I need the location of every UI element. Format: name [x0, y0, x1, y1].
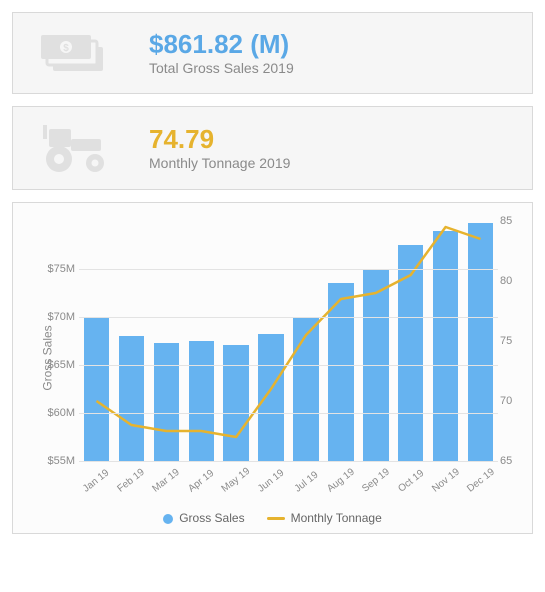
chart-card: Gross Sales Jan 19Feb 19Mar 19Apr 19May …: [12, 202, 533, 534]
grid-line: [79, 269, 498, 270]
tonnage-line: [97, 227, 481, 437]
ytick-right: 80: [500, 275, 522, 287]
ytick-right: 65: [500, 455, 522, 467]
legend-item-bars: Gross Sales: [163, 511, 244, 525]
ytick-left: $70M: [33, 311, 75, 323]
xtick-label: Jul 19: [293, 470, 321, 495]
legend-item-line: Monthly Tonnage: [267, 511, 382, 525]
xtick-label: Oct 19: [396, 468, 426, 495]
grid-line: [79, 317, 498, 318]
ytick-right: 85: [500, 215, 522, 227]
grid-line: [79, 413, 498, 414]
cash-icon: $: [31, 27, 121, 79]
xtick-label: May 19: [220, 466, 253, 495]
ytick-left: $65M: [33, 359, 75, 371]
legend-swatch-line: [267, 517, 285, 520]
line-layer: [79, 221, 498, 461]
ytick-left: $55M: [33, 455, 75, 467]
xtick-label: Dec 19: [465, 466, 497, 494]
xtick-label: Feb 19: [116, 467, 147, 495]
card-tonnage: 74.79 Monthly Tonnage 2019: [12, 106, 533, 190]
chart-legend: Gross Sales Monthly Tonnage: [19, 503, 526, 527]
gross-sales-label: Total Gross Sales 2019: [149, 60, 294, 76]
grid-line: [79, 365, 498, 366]
y-axis-left-label: Gross Sales: [41, 325, 55, 390]
metric-block: $861.82 (M) Total Gross Sales 2019: [149, 30, 294, 77]
xtick-label: Sep 19: [360, 466, 392, 494]
ytick-left: $60M: [33, 407, 75, 419]
xtick-label: Jan 19: [81, 468, 111, 495]
svg-text:$: $: [63, 43, 69, 54]
ytick-right: 70: [500, 395, 522, 407]
xtick-label: Apr 19: [186, 468, 216, 495]
metric-block: 74.79 Monthly Tonnage 2019: [149, 125, 290, 172]
xtick-label: Nov 19: [430, 466, 462, 494]
chart-area: Gross Sales Jan 19Feb 19Mar 19Apr 19May …: [19, 213, 526, 503]
xtick-label: Aug 19: [325, 466, 357, 494]
card-gross-sales: $ $861.82 (M) Total Gross Sales 2019: [12, 12, 533, 94]
xtick-label: Mar 19: [151, 467, 182, 495]
ytick-left: $75M: [33, 263, 75, 275]
grid-line: [79, 461, 498, 462]
xtick-label: Jun 19: [256, 468, 286, 495]
legend-label-bars: Gross Sales: [179, 511, 244, 525]
gross-sales-value: $861.82 (M): [149, 30, 294, 59]
tractor-icon: [31, 121, 121, 175]
tonnage-label: Monthly Tonnage 2019: [149, 155, 290, 171]
chart-plot: Jan 19Feb 19Mar 19Apr 19May 19Jun 19Jul …: [79, 221, 498, 461]
ytick-right: 75: [500, 335, 522, 347]
legend-label-line: Monthly Tonnage: [291, 511, 382, 525]
legend-swatch-bars: [163, 514, 173, 524]
tonnage-value: 74.79: [149, 125, 290, 154]
